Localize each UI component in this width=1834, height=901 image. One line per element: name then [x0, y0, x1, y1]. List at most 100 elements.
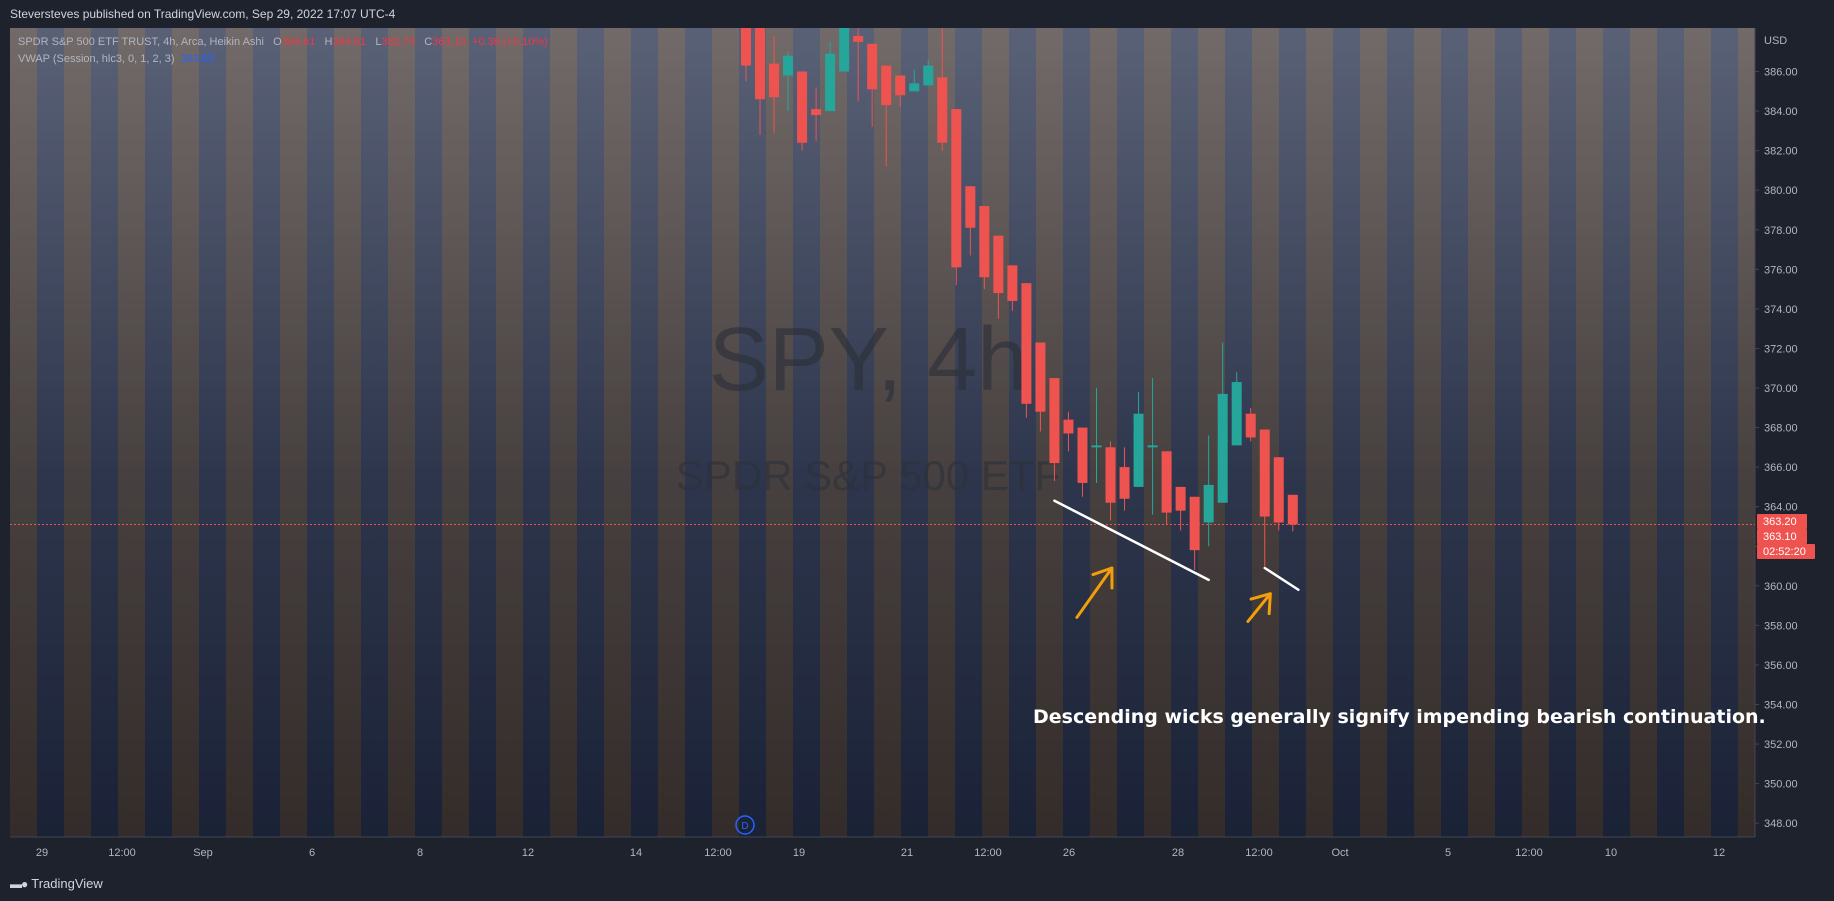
y-tick-label: 352.00: [1764, 739, 1798, 751]
publisher-bar: Steversteves published on TradingView.co…: [0, 0, 1834, 28]
candle[interactable]: [867, 43, 878, 127]
legend-row-symbol: SPDR S&P 500 ETF TRUST, 4h, Arca, Heikin…: [18, 34, 548, 51]
candle[interactable]: [839, 28, 850, 72]
drawings[interactable]: [1053, 499, 1300, 623]
candle[interactable]: [965, 186, 976, 256]
candle[interactable]: [741, 28, 751, 82]
candle[interactable]: [909, 69, 920, 92]
tradingview-logo[interactable]: ▬● TradingView: [10, 876, 103, 891]
legend-change: +0.36 (+0.10%): [472, 36, 548, 48]
x-tick-label: 5: [1445, 847, 1451, 859]
candle[interactable]: [881, 65, 892, 167]
candle[interactable]: [979, 206, 990, 290]
session-stripe: [1603, 28, 1630, 837]
session-stripe: [1279, 28, 1306, 837]
candle[interactable]: [1133, 391, 1144, 487]
price-chart[interactable]: USD SPY, 4h SPDR S&P 500 ETF 348.00 350.0…: [0, 28, 1834, 866]
candle[interactable]: [1245, 407, 1256, 442]
session-stripe: [523, 28, 550, 837]
price-badge-label: 363.20: [1763, 516, 1797, 528]
candle-body: [909, 83, 920, 92]
candle[interactable]: [951, 109, 962, 286]
candle[interactable]: [1175, 486, 1186, 531]
candle-body: [1077, 427, 1088, 483]
candle[interactable]: [1231, 372, 1242, 446]
candle[interactable]: [853, 28, 864, 102]
candle[interactable]: [1007, 265, 1018, 311]
session-stripe: [874, 28, 901, 837]
candle[interactable]: [895, 75, 906, 108]
session-stripe: [64, 28, 91, 837]
candle[interactable]: [993, 235, 1004, 319]
session-stripe: [1630, 28, 1657, 837]
plot-area[interactable]: [10, 28, 1755, 837]
session-stripe: [712, 28, 739, 837]
session-stripe: [577, 28, 604, 837]
session-stripe: [1657, 28, 1684, 837]
candle[interactable]: [811, 87, 822, 141]
session-stripe: [793, 28, 820, 837]
session-stripe: [1549, 28, 1576, 837]
candle[interactable]: [1189, 496, 1200, 570]
price-badge: [1757, 513, 1807, 529]
candle[interactable]: [1021, 283, 1032, 418]
candle[interactable]: [1161, 451, 1172, 525]
publisher-text: Steversteves published on TradingView.co…: [10, 7, 396, 21]
legend-vwap-value: 363.65: [180, 53, 215, 65]
candle[interactable]: [1119, 447, 1130, 511]
candle-body: [853, 35, 864, 42]
session-stripe: [1711, 28, 1738, 837]
candle[interactable]: [1147, 378, 1158, 515]
candle[interactable]: [1063, 411, 1074, 452]
session-marker[interactable]: [735, 815, 755, 835]
session-stripe: [469, 28, 496, 837]
legend-h-value: 364.61: [332, 36, 367, 48]
x-tick-label: 21: [901, 847, 913, 859]
candle[interactable]: [1287, 494, 1298, 532]
candle[interactable]: [797, 71, 808, 151]
candle-body: [1021, 283, 1032, 404]
candle[interactable]: [1203, 435, 1214, 547]
x-tick-label: 29: [36, 847, 48, 859]
price-badge-label: 363.10: [1763, 531, 1797, 543]
legend-h-label: H: [324, 36, 333, 48]
candle-body: [797, 71, 808, 143]
candle[interactable]: [1091, 387, 1102, 483]
candle[interactable]: [1077, 427, 1088, 497]
y-tick-label: 360.00: [1764, 581, 1798, 593]
candle[interactable]: [1217, 342, 1228, 503]
candle[interactable]: [825, 41, 836, 112]
session-stripe: [631, 28, 658, 837]
legend-o-value: 364.61: [281, 36, 316, 48]
x-tick-label: 12:00: [1245, 847, 1273, 859]
x-tick-label: 12:00: [108, 847, 136, 859]
candle[interactable]: [1105, 441, 1116, 521]
y-tick-label: 386.00: [1764, 67, 1798, 79]
candle-body: [1175, 486, 1186, 511]
candle[interactable]: [755, 28, 766, 135]
candle-body: [895, 75, 906, 96]
candle[interactable]: [1049, 378, 1060, 481]
candle-body: [1007, 265, 1018, 301]
session-stripe: [253, 28, 280, 837]
candle[interactable]: [1035, 342, 1046, 432]
candle-body: [811, 109, 822, 116]
x-tick-label: 28: [1172, 847, 1184, 859]
candle[interactable]: [769, 35, 780, 133]
x-axis-ticks: 29 12:00 Sep 6 8 12 14 12:00 19 21 12:00 26 28 12:00 O…: [36, 847, 1725, 859]
candle[interactable]: [1259, 429, 1270, 567]
chart-legend[interactable]: SPDR S&P 500 ETF TRUST, 4h, Arca, Heikin…: [18, 34, 548, 68]
candle-body: [1273, 457, 1284, 523]
candle[interactable]: [937, 28, 948, 151]
candle[interactable]: [923, 59, 934, 86]
y-tick-label: 368.00: [1764, 423, 1798, 435]
footer-bar: ▬● TradingView: [0, 866, 1834, 901]
price-badges: 363.20 363.10 02:52:20: [1757, 513, 1815, 559]
annotation-text[interactable]: Descending wicks generally signify impen…: [1033, 706, 1766, 728]
candle[interactable]: [1273, 457, 1284, 531]
candle-body: [1259, 429, 1270, 517]
session-stripe: [1360, 28, 1387, 837]
y-tick-label: 378.00: [1764, 225, 1798, 237]
candles[interactable]: [741, 28, 1298, 570]
candle[interactable]: [783, 51, 794, 112]
